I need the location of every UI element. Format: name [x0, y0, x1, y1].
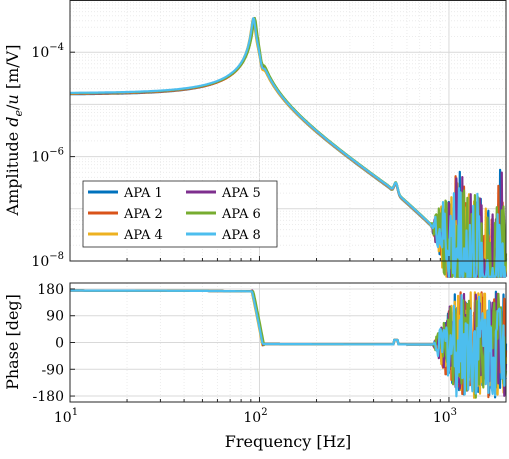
phase-ytick-label: 180 [37, 282, 64, 298]
phase-series [69, 289, 508, 399]
amplitude-tick-marks [69, 51, 507, 262]
amplitude-series [69, 16, 508, 278]
legend-label: APA 5 [221, 186, 261, 201]
legend-label: APA 2 [123, 207, 163, 222]
frequency-tick-label: 103 [433, 407, 457, 426]
legend-label: APA 6 [221, 207, 261, 222]
phase-ytick-label: 0 [55, 336, 64, 352]
frequency-tick-label: 102 [243, 407, 267, 426]
phase-ytick-label: -90 [41, 362, 64, 378]
amplitude-ytick-labels: 10−4 10−6 10−8 [31, 42, 64, 270]
legend-label: APA 8 [221, 228, 261, 243]
frequency-xlabel: Frequency [Hz] [225, 432, 352, 451]
legend: APA 1 APA 2 APA 4 APA 5 APA 6 APA 8 [82, 180, 278, 248]
amplitude-axes-frame [69, 0, 507, 262]
phase-line-apa-8 [69, 289, 508, 398]
phase-ytick-label: -180 [33, 389, 64, 405]
amplitude-line-apa-8 [69, 17, 507, 278]
phase-ylabel: Phase [deg] [3, 294, 22, 390]
amplitude-ytick-label: 10−8 [31, 251, 64, 270]
phase-tick-marks [69, 288, 507, 402]
legend-label: APA 1 [123, 186, 163, 201]
legend-label: APA 4 [123, 228, 163, 243]
amplitude-ylabel: Amplitude de/u [m/V] [3, 45, 25, 217]
amplitude-ytick-label: 10−4 [31, 42, 64, 61]
frequency-tick-label: 101 [54, 407, 78, 426]
amplitude-ytick-label: 10−6 [31, 147, 64, 166]
phase-ytick-labels: 180 90 0 -90 -180 [33, 282, 64, 405]
phase-ytick-label: 90 [46, 309, 64, 325]
frequency-tick-labels: 101 102 103 [54, 407, 457, 426]
